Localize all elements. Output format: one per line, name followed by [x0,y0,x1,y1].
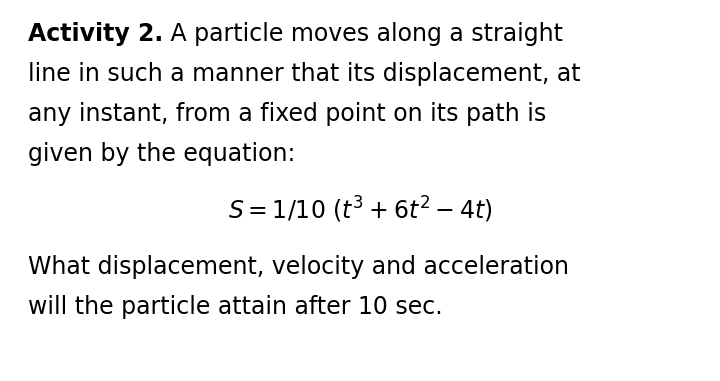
Text: What displacement, velocity and acceleration: What displacement, velocity and accelera… [28,255,569,279]
Text: any instant, from a fixed point on its path is: any instant, from a fixed point on its p… [28,102,546,126]
Text: given by the equation:: given by the equation: [28,142,295,166]
Text: A particle moves along a straight: A particle moves along a straight [163,22,563,46]
Text: line in such a manner that its displacement, at: line in such a manner that its displacem… [28,62,580,86]
Text: $S = 1/10\ (t^3 + 6t^2 - 4t)$: $S = 1/10\ (t^3 + 6t^2 - 4t)$ [228,195,492,225]
Text: will the particle attain after 10 sec.: will the particle attain after 10 sec. [28,295,443,319]
Text: Activity 2.: Activity 2. [28,22,163,46]
